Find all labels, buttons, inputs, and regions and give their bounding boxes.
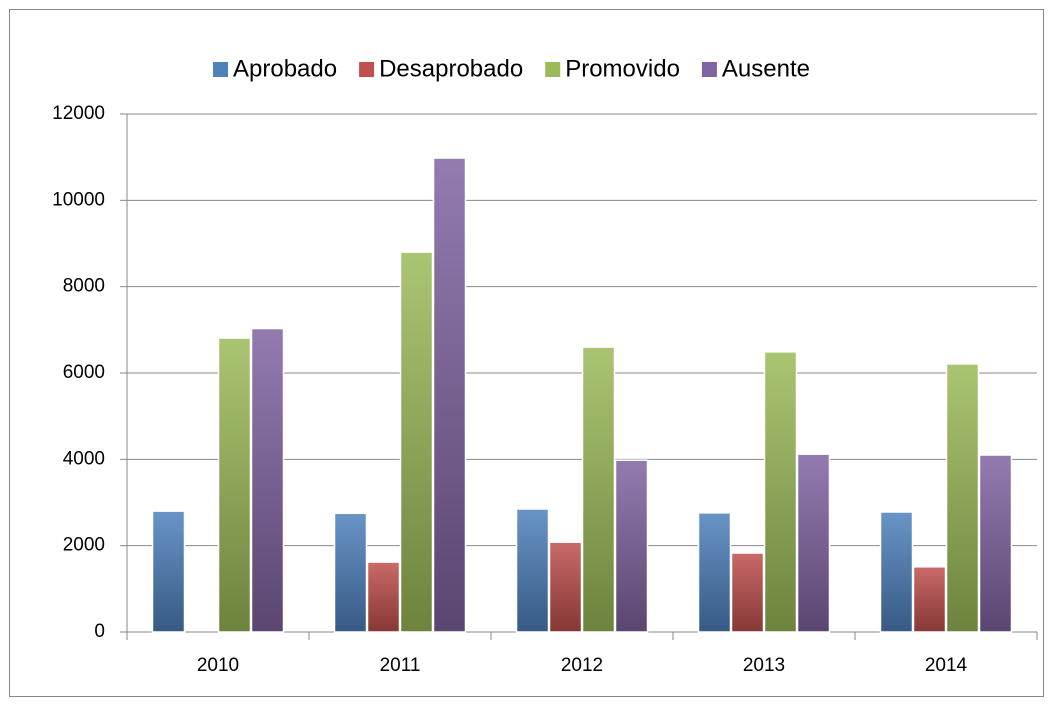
bar — [548, 541, 583, 633]
bar — [515, 508, 550, 633]
bar — [399, 251, 434, 633]
legend-label: Desaprobado — [379, 55, 523, 82]
bar — [879, 511, 914, 633]
legend-swatch — [545, 62, 561, 77]
bar — [581, 346, 616, 633]
legend-swatch — [359, 62, 375, 77]
x-tick-label: 2010 — [197, 655, 239, 676]
x-tick-label: 2013 — [743, 655, 785, 676]
y-tick-label: 6000 — [63, 362, 105, 383]
bar — [796, 453, 831, 633]
bar — [366, 561, 401, 633]
bar — [217, 337, 252, 633]
y-tick-label: 4000 — [63, 448, 105, 469]
y-tick-label: 0 — [94, 621, 105, 642]
bar — [978, 454, 1013, 633]
bar — [730, 552, 765, 633]
bar — [945, 363, 980, 633]
legend-label: Ausente — [722, 55, 810, 82]
x-tick-label: 2012 — [561, 655, 603, 676]
bar — [432, 157, 467, 633]
legend-label: Promovido — [565, 55, 680, 82]
legend-label: Aprobado — [233, 55, 337, 82]
bar — [697, 512, 732, 633]
y-tick-label: 12000 — [52, 103, 105, 124]
bar — [250, 327, 285, 633]
bar — [151, 510, 186, 633]
legend-swatch — [213, 62, 228, 77]
legend-swatch — [701, 62, 717, 77]
bar — [614, 459, 649, 633]
x-tick-label: 2014 — [925, 655, 968, 676]
y-tick-label: 8000 — [63, 276, 105, 297]
y-tick-label: 10000 — [52, 189, 105, 210]
bar — [763, 351, 798, 633]
x-tick-label: 2011 — [380, 655, 421, 676]
y-tick-label: 2000 — [63, 535, 105, 556]
bar — [333, 512, 368, 633]
bar — [912, 566, 947, 633]
